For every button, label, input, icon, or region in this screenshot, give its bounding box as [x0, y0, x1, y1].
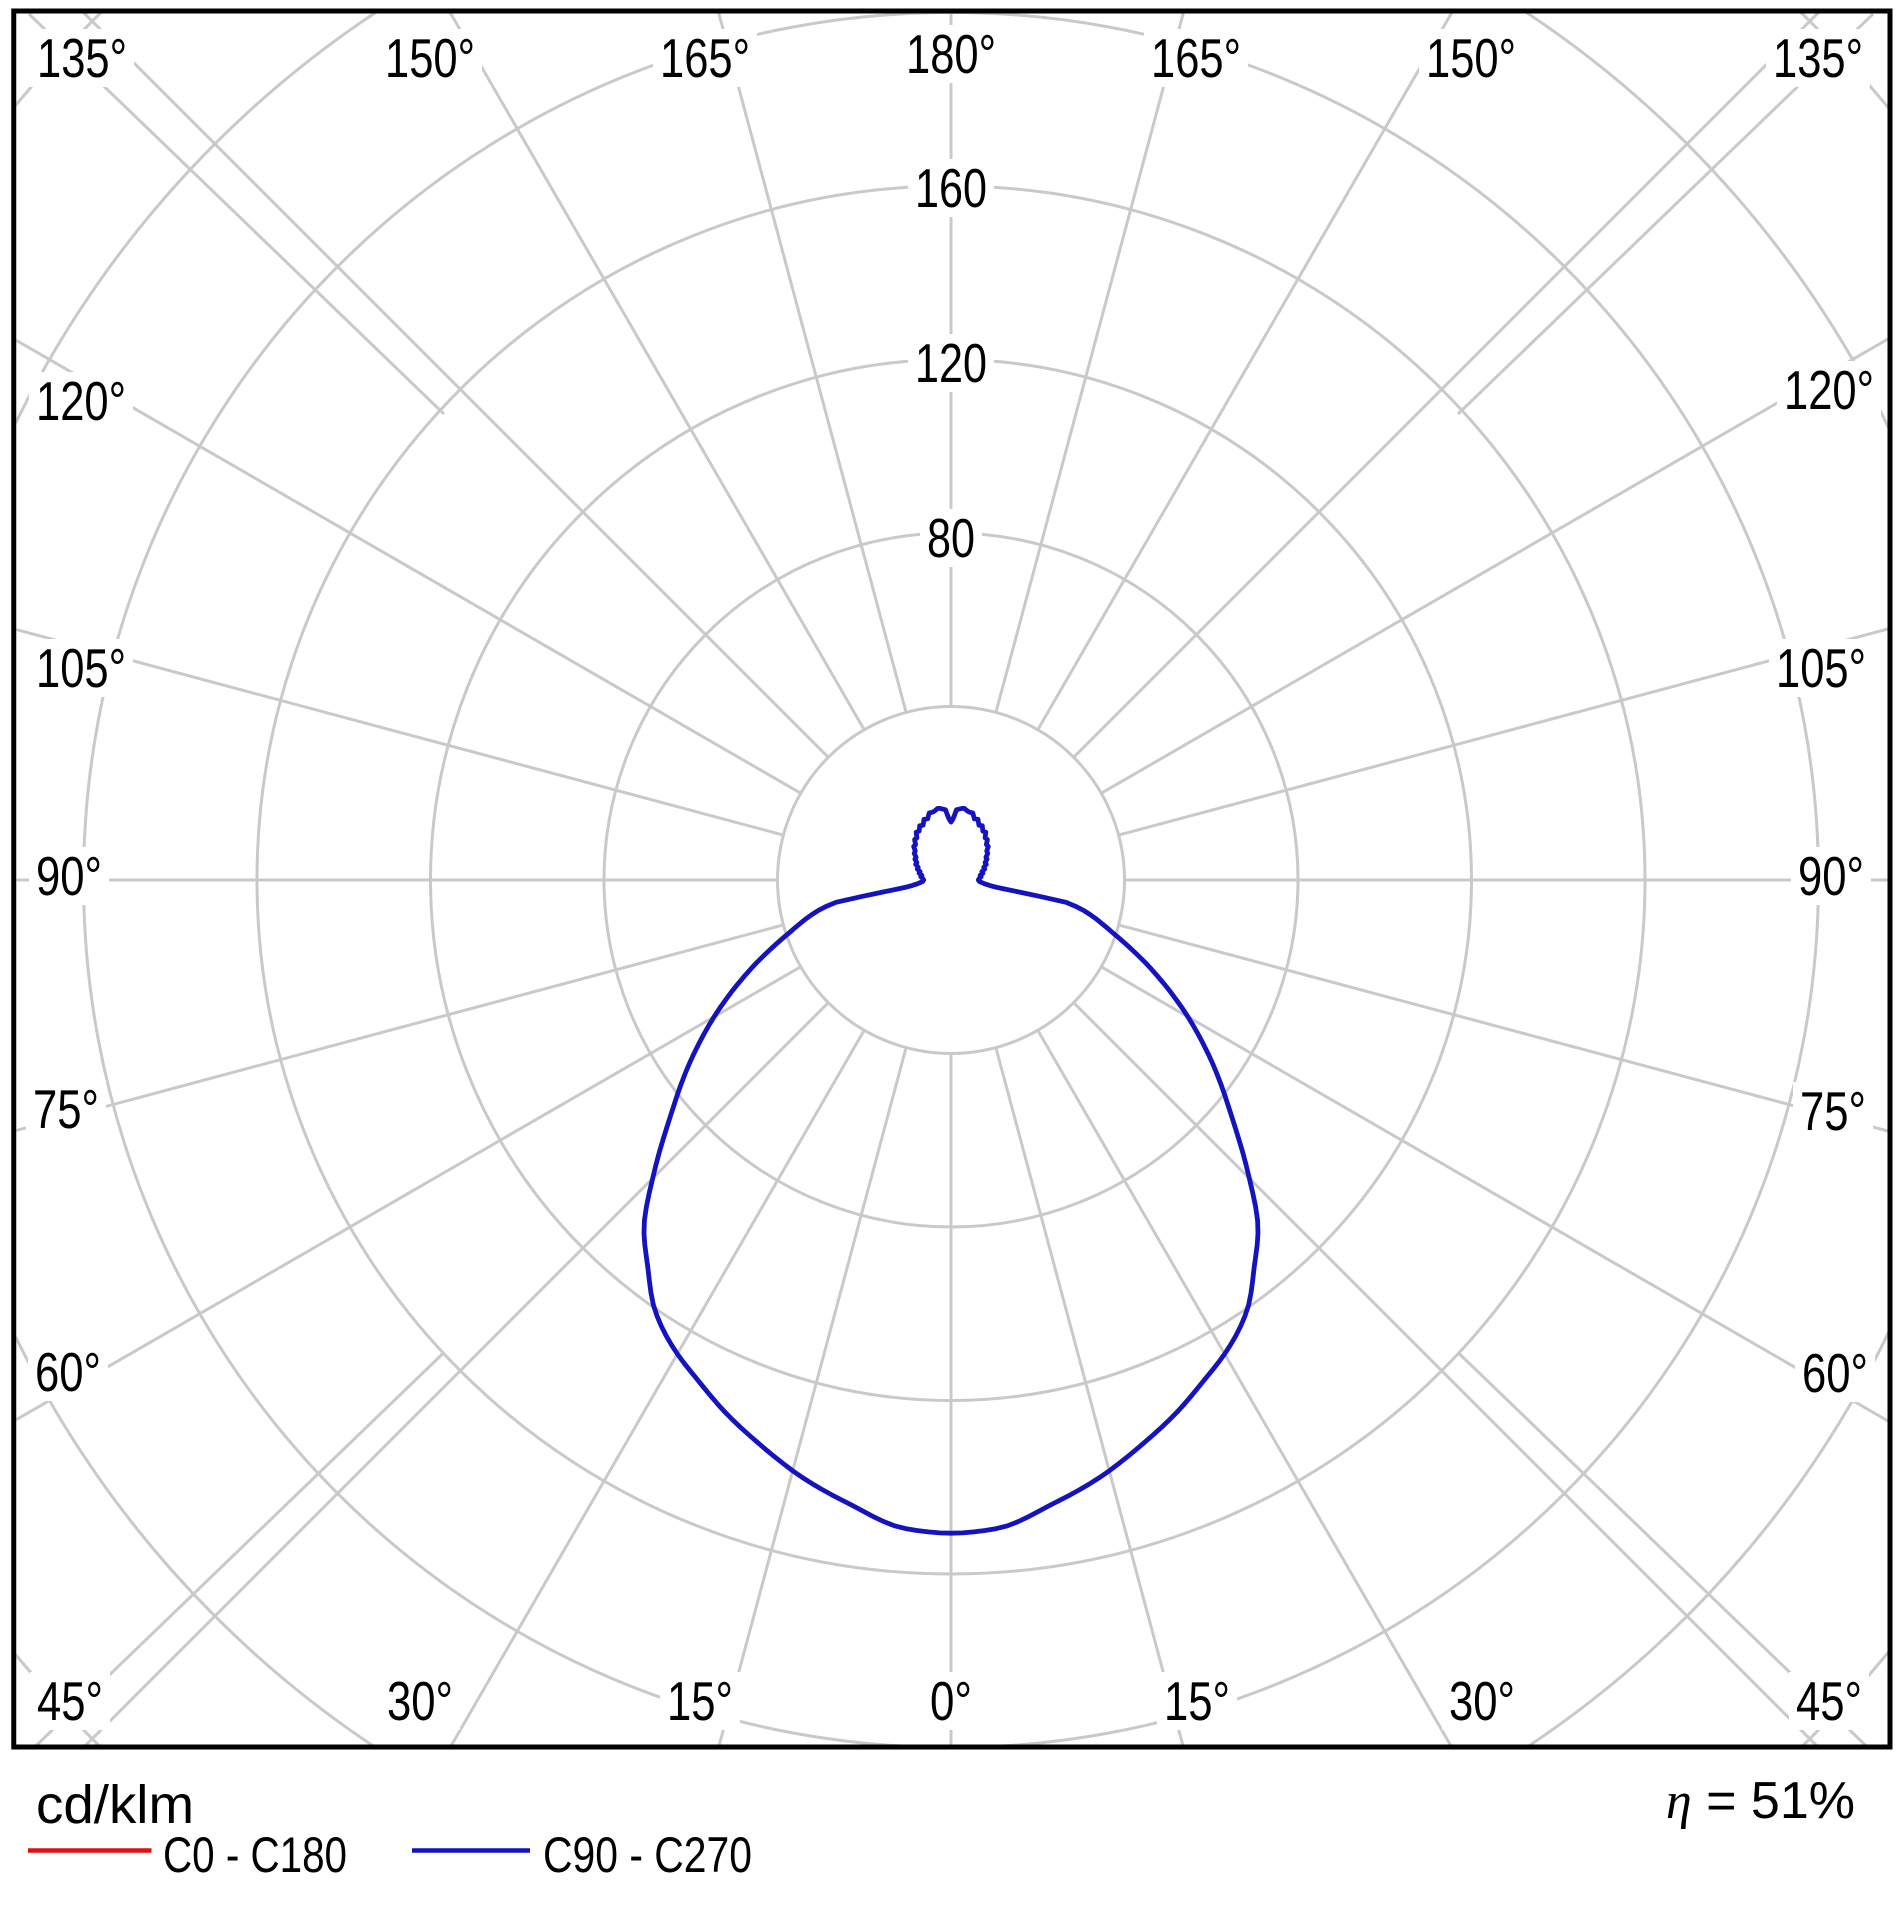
svg-text:90°: 90°	[1798, 845, 1864, 907]
svg-text:105°: 105°	[36, 637, 126, 699]
svg-text:150°: 150°	[1426, 27, 1516, 89]
svg-text:90°: 90°	[36, 845, 102, 907]
svg-text:165°: 165°	[660, 27, 750, 89]
svg-text:80: 80	[927, 507, 975, 569]
svg-text:15°: 15°	[667, 1670, 733, 1732]
svg-text:cd/klm: cd/klm	[36, 1775, 194, 1835]
svg-text:45°: 45°	[37, 1670, 103, 1732]
svg-text:75°: 75°	[33, 1078, 99, 1140]
svg-text:75°: 75°	[1800, 1080, 1866, 1142]
svg-text:30°: 30°	[387, 1670, 453, 1732]
svg-text:105°: 105°	[1776, 637, 1866, 699]
svg-text:120: 120	[915, 332, 987, 394]
svg-text:60°: 60°	[35, 1341, 101, 1403]
svg-text:120°: 120°	[1784, 359, 1874, 421]
svg-text:60°: 60°	[1802, 1342, 1868, 1404]
svg-text:η = 51%: η = 51%	[1666, 1772, 1855, 1830]
svg-text:120°: 120°	[36, 370, 126, 432]
svg-text:30°: 30°	[1449, 1670, 1515, 1732]
svg-text:165°: 165°	[1151, 27, 1241, 89]
svg-text:C0 - C180: C0 - C180	[163, 1827, 347, 1883]
svg-text:45°: 45°	[1796, 1670, 1862, 1732]
svg-text:135°: 135°	[1773, 27, 1863, 89]
svg-text:0°: 0°	[930, 1670, 972, 1732]
svg-text:15°: 15°	[1164, 1670, 1230, 1732]
svg-text:135°: 135°	[37, 27, 127, 89]
svg-text:160: 160	[915, 157, 987, 219]
svg-text:C90 - C270: C90 - C270	[543, 1827, 752, 1883]
svg-text:180°: 180°	[906, 23, 996, 85]
svg-text:150°: 150°	[385, 27, 475, 89]
